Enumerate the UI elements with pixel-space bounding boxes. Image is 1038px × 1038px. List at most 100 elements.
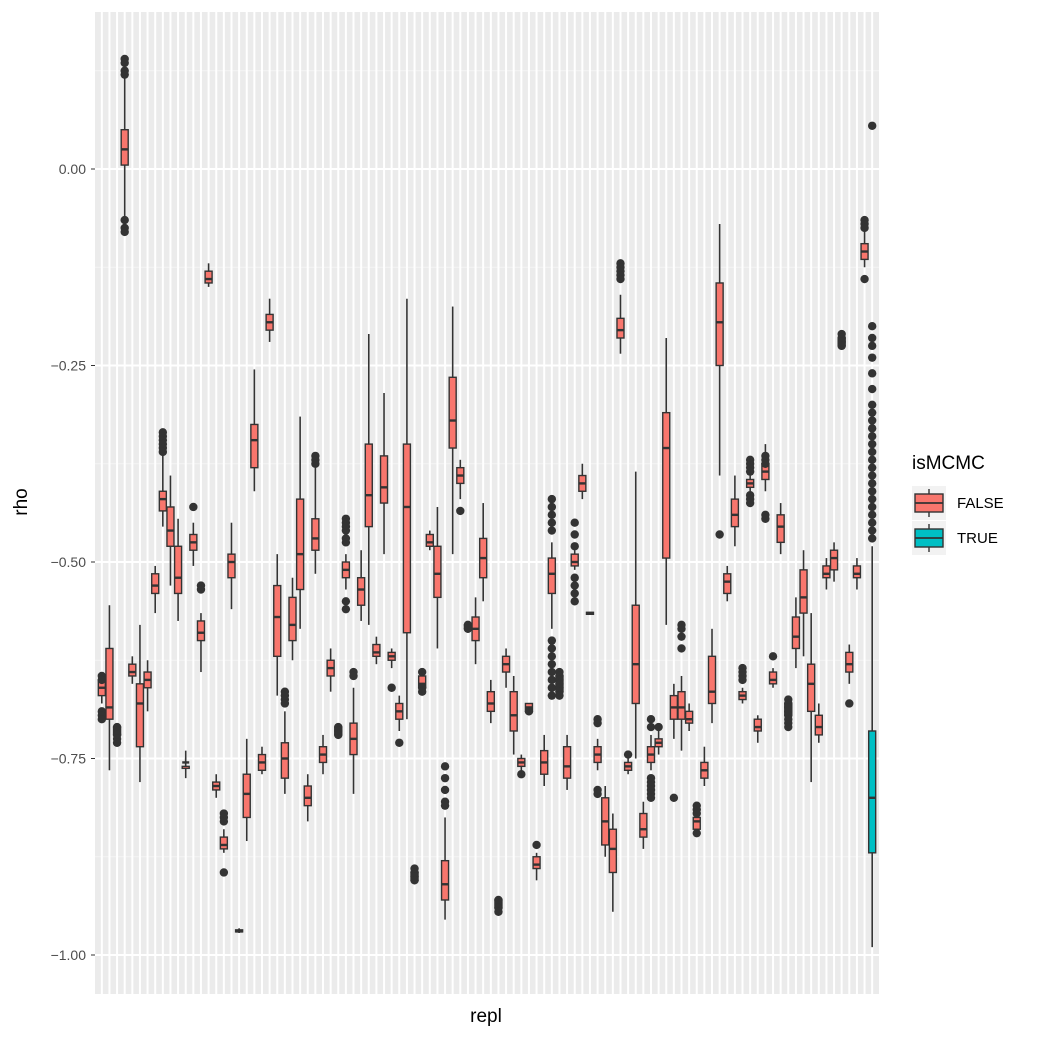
- outlier-point: [395, 738, 404, 747]
- box-92: [791, 597, 801, 669]
- box: [562, 746, 572, 779]
- outlier-point: [860, 274, 869, 284]
- outlier-point: [646, 793, 656, 802]
- outlier-point: [547, 652, 557, 661]
- outlier-point: [547, 502, 557, 512]
- box-80: [700, 746, 709, 787]
- box-90: [776, 503, 785, 555]
- box: [227, 553, 236, 579]
- box: [776, 514, 785, 544]
- box: [814, 714, 823, 736]
- box-76: [669, 683, 679, 802]
- box-64: [578, 463, 587, 500]
- outlier-point: [219, 817, 229, 826]
- box-42: [410, 864, 419, 885]
- outlier-point: [867, 447, 877, 457]
- box-4: [120, 54, 129, 237]
- outlier-point: [120, 70, 129, 79]
- box-91: [784, 695, 793, 732]
- outlier-point: [677, 632, 686, 641]
- box: [707, 655, 717, 705]
- box: [570, 553, 579, 567]
- box-34: [349, 667, 358, 794]
- outlier-point: [867, 534, 877, 543]
- box-58: [532, 840, 541, 881]
- box: [120, 128, 129, 166]
- box-39: [387, 648, 396, 692]
- outlier-point: [867, 439, 877, 449]
- outlier-point: [867, 502, 877, 512]
- outlier-point: [867, 322, 877, 331]
- outlier-point: [570, 573, 579, 582]
- outlier-point: [120, 58, 129, 68]
- outlier-point: [646, 715, 656, 724]
- outlier-point: [761, 459, 770, 468]
- outlier-point: [97, 715, 107, 724]
- box-54: [501, 648, 511, 688]
- outlier-point: [547, 683, 557, 692]
- box-8: [151, 565, 160, 614]
- box: [425, 533, 434, 547]
- outlier-point: [715, 530, 724, 539]
- box-16: [212, 774, 221, 798]
- box-45: [433, 506, 442, 649]
- outlier-point: [494, 895, 503, 905]
- outlier-point: [570, 581, 579, 590]
- box-2: [105, 605, 114, 771]
- outlier-point: [867, 432, 877, 441]
- box-70: [623, 750, 633, 775]
- box-96: [822, 558, 831, 590]
- outlier-point: [547, 636, 557, 645]
- box-37: [372, 636, 381, 665]
- outlier-point: [417, 687, 427, 696]
- box-23: [265, 298, 274, 342]
- outlier-point: [547, 644, 557, 653]
- outlier-point: [97, 675, 107, 685]
- outlier-point: [120, 215, 129, 225]
- outlier-point: [784, 722, 793, 732]
- box-86: [745, 455, 755, 508]
- box-94: [806, 613, 816, 783]
- outlier-point: [867, 353, 877, 362]
- box: [166, 506, 175, 547]
- outlier-point: [677, 644, 686, 653]
- box-99: [845, 644, 854, 708]
- box: [204, 270, 213, 284]
- outlier-point: [440, 762, 450, 771]
- legend-entry-true: TRUE: [912, 521, 998, 555]
- outlier-point: [387, 683, 396, 692]
- outlier-point: [867, 526, 877, 535]
- outlier-point: [349, 671, 358, 681]
- box-59: [540, 734, 549, 787]
- box: [105, 647, 114, 720]
- outlier-point: [196, 585, 206, 594]
- box: [677, 690, 686, 720]
- legend-title: isMCMC: [912, 453, 985, 474]
- outlier-point: [761, 514, 770, 523]
- box: [219, 836, 229, 850]
- box-60: [547, 494, 557, 700]
- box-28: [303, 774, 312, 822]
- legend-label: TRUE: [957, 530, 998, 547]
- outlier-point: [745, 467, 755, 476]
- outlier-point: [867, 121, 877, 130]
- box-29: [311, 451, 320, 574]
- box: [822, 565, 831, 579]
- box-9: [158, 428, 168, 527]
- box-26: [288, 577, 297, 661]
- box-24: [273, 554, 282, 696]
- box: [311, 518, 320, 551]
- outlier-point: [311, 459, 320, 468]
- outlier-point: [158, 447, 168, 457]
- outlier-point: [532, 840, 541, 850]
- box: [723, 573, 732, 595]
- box-84: [730, 475, 740, 547]
- box-79: [692, 801, 701, 838]
- box: [280, 742, 290, 779]
- box-43: [417, 667, 427, 696]
- box-52: [486, 679, 496, 724]
- box: [730, 498, 740, 528]
- outlier-point: [112, 738, 122, 747]
- box-12: [181, 750, 190, 779]
- outlier-point: [867, 400, 877, 409]
